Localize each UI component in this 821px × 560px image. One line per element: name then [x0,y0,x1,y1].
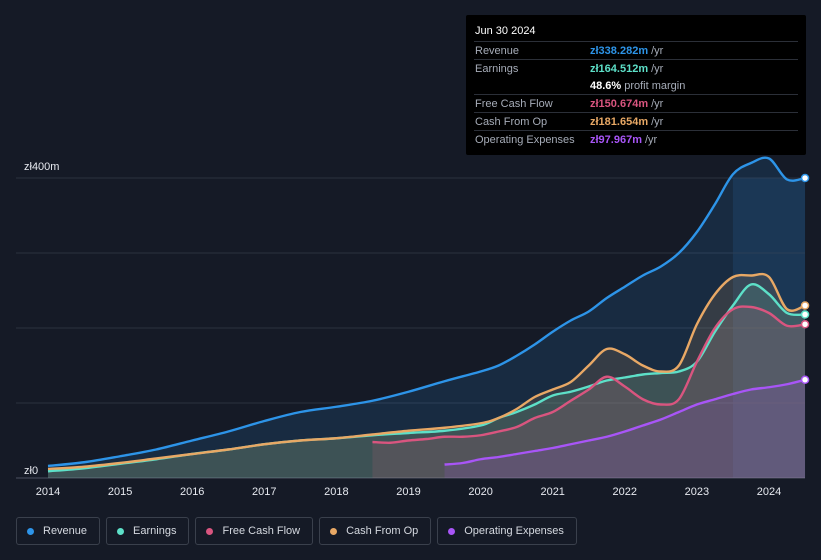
y-tick-label: zł400m [24,161,59,173]
legend-item-operating-expenses[interactable]: Operating Expenses [437,517,577,545]
legend-dot-icon [448,527,456,535]
x-tick-label: 2015 [108,486,132,498]
endpoint-free-cash-flow [800,320,810,329]
endpoint-operating-expenses [800,375,810,384]
x-tick-label: 2018 [324,486,348,498]
tooltip-row-cash-from-op: Cash From Op zł181.654m /yr [474,112,798,130]
tooltip-value: zł164.512m [590,62,649,75]
tooltip-row-revenue: Revenue zł338.282m /yr [474,41,798,59]
legend-dot-icon [206,527,214,535]
legend-dot-icon [117,527,125,535]
tooltip-unit: /yr [651,97,664,110]
tooltip-value: zł338.282m [590,44,649,57]
y-tick-label: zł0 [24,465,38,477]
x-tick-label: 2023 [685,486,709,498]
tooltip-unit: /yr [651,115,664,128]
x-tick-label: 2021 [540,486,564,498]
profit-margin-value: 48.6% [590,79,622,92]
endpoint-earnings [800,310,810,319]
tooltip-unit: /yr [651,62,664,75]
line-revenue [47,156,806,468]
endpoint-revenue [800,173,810,183]
line-free-cash-flow [372,305,806,444]
tooltip-unit: /yr [651,44,664,57]
area-free-cash-flow [372,306,806,478]
x-tick-label: 2014 [36,486,60,498]
x-tick-label: 2016 [180,486,204,498]
tooltip-row-free-cash-flow: Free Cash Flow zł150.674m /yr [474,94,798,112]
endpoint-cash-from-op [800,301,810,310]
tooltip-row-profit-margin: 48.6% profit margin [474,77,798,94]
tooltip-row-operating-expenses: Operating Expenses zł97.967m /yr [474,130,798,148]
area-earnings [48,284,806,478]
tooltip-row-earnings: Earnings zł164.512m /yr [474,59,798,77]
legend-label: Revenue [43,525,88,537]
legend-dot-icon [330,527,338,535]
legend-label: Free Cash Flow [222,525,301,537]
legend-item-earnings[interactable]: Earnings [106,517,190,545]
tooltip-label: Cash From Op [475,115,548,128]
area-operating-expenses [444,379,806,478]
legend-dot-icon [27,527,34,535]
x-tick-label: 2024 [757,486,781,498]
legend-item-free-cash-flow[interactable]: Free Cash Flow [195,517,314,545]
tooltip-date: Jun 30 2024 [475,25,536,37]
legend-label: Earnings [133,525,177,537]
x-tick-label: 2017 [252,486,276,498]
tooltip-label: Free Cash Flow [475,97,553,110]
tooltip-value: zł97.967m [590,133,642,146]
tooltip-label: Operating Expenses [475,133,575,146]
legend-item-cash-from-op[interactable]: Cash From Op [319,517,432,545]
tooltip: Jun 30 2024 Revenue zł338.282m /yr Earni… [466,15,806,155]
line-cash-from-op [47,272,806,471]
profit-margin-label: profit margin [624,79,686,92]
area-revenue [48,157,806,478]
tooltip-value: zł150.674m [590,97,649,110]
tooltip-value: zł181.654m [590,115,649,128]
x-tick-label: 2022 [613,486,637,498]
x-tick-label: 2020 [468,486,492,498]
legend-label: Cash From Op [346,525,419,537]
x-tick-label: 2019 [396,486,420,498]
legend-label: Operating Expenses [464,525,564,537]
tooltip-label: Revenue [475,44,520,57]
tooltip-unit: /yr [644,133,658,146]
area-cash-from-op [48,274,806,478]
legend: Revenue Earnings Free Cash Flow Cash Fro… [16,517,577,545]
legend-item-revenue[interactable]: Revenue [16,517,101,545]
tooltip-label: Earnings [475,62,519,75]
line-operating-expenses [444,378,806,466]
